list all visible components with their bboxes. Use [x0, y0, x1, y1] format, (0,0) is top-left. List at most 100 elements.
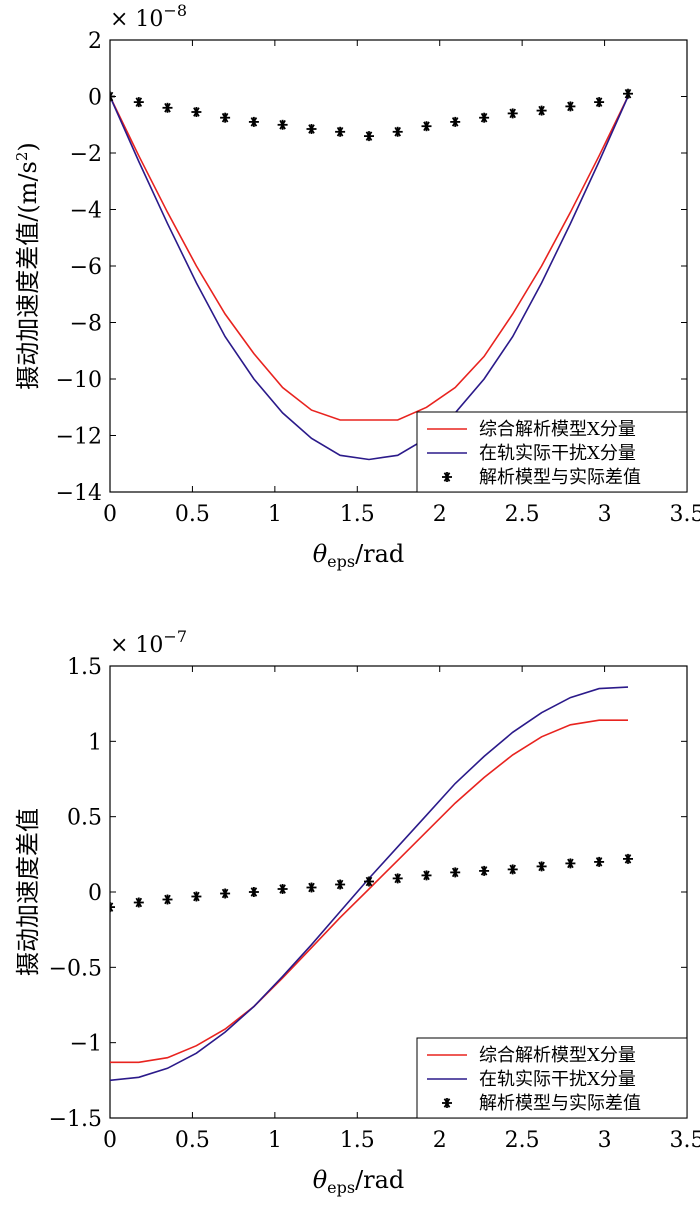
- legend-item-1: 综合解析模型X分量: [427, 419, 636, 440]
- legend-item-2: 在轨实际干扰X分量: [427, 443, 636, 464]
- x-tick-label: 2: [433, 502, 447, 527]
- data-point: [536, 861, 547, 872]
- x-axis-symbol: θ: [313, 1166, 328, 1194]
- data-point: [392, 873, 403, 884]
- legend-label: 在轨实际干扰X分量: [479, 443, 636, 464]
- exponent-label: × 10−7: [110, 627, 187, 658]
- chart-1: 0 0.5 1 1.5 2 2.5 3 3.520−2−4−6−8−10−12−14× 10−…: [13, 1, 700, 571]
- y-tick-label: −4: [70, 199, 102, 224]
- legend-item-1: 综合解析模型X分量: [427, 1045, 636, 1066]
- legend-label: 综合解析模型X分量: [479, 419, 636, 440]
- data-point: [507, 108, 518, 119]
- x-tick-label: 1.5: [340, 1128, 375, 1153]
- x-axis-unit: /rad: [355, 540, 404, 568]
- x-tick-label: 3.5: [670, 502, 700, 527]
- y-tick-label: 0.5: [67, 806, 102, 831]
- series-2: [110, 96, 629, 461]
- data-point: [479, 112, 490, 123]
- x-tick-label: 3: [598, 502, 612, 527]
- y-tick-label: −1.5: [49, 1107, 102, 1132]
- series-line: [110, 96, 629, 421]
- y-tick-label: −8: [70, 312, 102, 337]
- data-point: [306, 882, 317, 893]
- data-point: [594, 856, 605, 867]
- data-point: [507, 864, 518, 875]
- y-tick-label: −1: [70, 1032, 102, 1057]
- star-stroke: [110, 905, 114, 912]
- x-axis-label: θeps/rad: [313, 540, 405, 571]
- series-3: [110, 88, 633, 142]
- legend-label: 在轨实际干扰X分量: [479, 1069, 636, 1090]
- data-point: [220, 112, 231, 123]
- data-point: [364, 876, 374, 887]
- x-tick-label: 0.5: [175, 502, 210, 527]
- data-point: [594, 97, 605, 108]
- data-point: [248, 116, 259, 127]
- x-tick-label: 0.5: [175, 1128, 210, 1153]
- x-axis-subscript: eps: [327, 552, 355, 571]
- y-tick-label: 0: [88, 881, 102, 906]
- y-tick-label: 2: [88, 29, 102, 54]
- exponent-base: × 10: [110, 7, 163, 32]
- data-point: [392, 126, 403, 137]
- data-point: [162, 102, 173, 113]
- x-tick-label: 0: [103, 1128, 117, 1153]
- legend-box: [416, 411, 688, 493]
- y-axis-label: 摄动加速度差值: [14, 808, 42, 976]
- data-point: [248, 887, 259, 897]
- data-point: [421, 121, 432, 132]
- data-point: [335, 879, 346, 890]
- exponent-base: × 10: [110, 633, 163, 658]
- x-tick-label: 0: [103, 502, 117, 527]
- data-point: [623, 88, 633, 99]
- data-point: [191, 891, 202, 902]
- y-tick-label: −12: [56, 425, 102, 450]
- y-axis-text: 摄动加速度差值: [14, 808, 42, 976]
- x-tick-label: 1.5: [340, 502, 375, 527]
- series-1: [110, 719, 628, 1064]
- data-point: [421, 870, 432, 881]
- y-axis-label: 摄动加速度差值/(m/s2): [13, 142, 42, 390]
- x-tick-label: 3.5: [670, 1128, 700, 1153]
- y-tick-label: 0: [88, 86, 102, 111]
- data-point: [220, 888, 231, 899]
- series-line: [110, 96, 629, 461]
- exponent-power: −8: [163, 1, 187, 20]
- x-axis-label: θeps/rad: [313, 1166, 405, 1197]
- data-point: [364, 131, 374, 142]
- y-axis-text: 摄动加速度差值/(m/s: [14, 161, 42, 390]
- x-axis-subscript: eps: [327, 1178, 355, 1197]
- chart-2: 0 0.5 1 1.5 2 2.5 3 3.5 1.5 1 0.5 0 −0.5 −1 −1.5 × 10−7…: [14, 627, 700, 1197]
- star-stroke: [110, 94, 114, 102]
- x-tick-label: 2.5: [505, 502, 540, 527]
- data-point: [450, 116, 461, 127]
- legend-swatch: [442, 472, 452, 482]
- legend-label: 解析模型与实际差值: [479, 467, 641, 488]
- legend-item-3: 解析模型与实际差值: [442, 467, 641, 488]
- y-tick-label: −2: [70, 142, 102, 167]
- y-tick-label: 1.5: [67, 655, 102, 680]
- data-point: [162, 894, 173, 905]
- y-axis-superscript: 2: [13, 152, 31, 162]
- data-point: [623, 853, 633, 864]
- data-point: [565, 858, 576, 869]
- data-point: [133, 97, 144, 108]
- x-tick-label: 1: [268, 1128, 282, 1153]
- y-tick-label: −0.5: [49, 956, 102, 981]
- y-axis-close: ): [14, 142, 42, 151]
- data-point: [536, 105, 547, 116]
- data-point: [277, 884, 288, 894]
- x-axis-unit: /rad: [355, 1166, 404, 1194]
- y-tick-label: 1: [88, 730, 102, 755]
- legend-swatch: [442, 1098, 452, 1108]
- x-tick-label: 2.5: [505, 1128, 540, 1153]
- series-line: [110, 719, 628, 1064]
- data-point: [277, 119, 288, 130]
- y-tick-label: −14: [56, 481, 102, 506]
- x-tick-label: 1: [268, 502, 282, 527]
- data-point: [450, 867, 461, 878]
- data-point: [335, 126, 346, 137]
